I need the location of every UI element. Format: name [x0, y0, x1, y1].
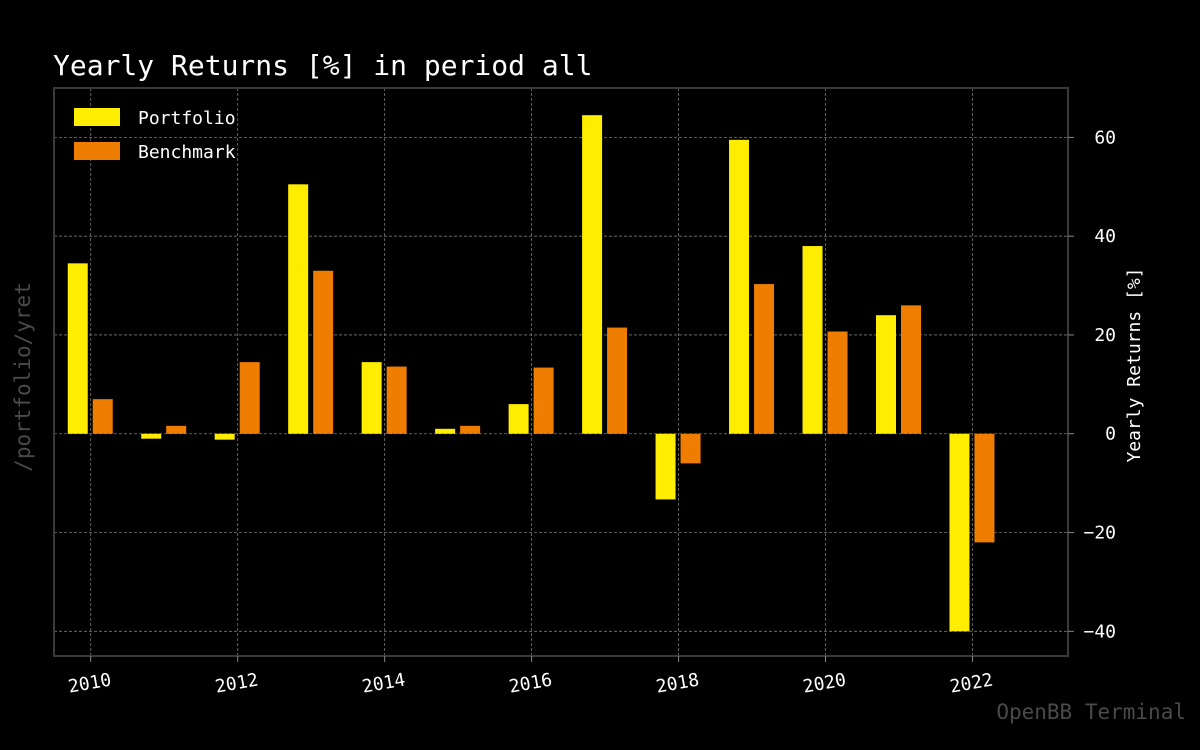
bar-benchmark-2010 — [92, 399, 113, 434]
bar-benchmark-2021 — [901, 305, 921, 434]
legend-swatch-benchmark — [74, 142, 120, 160]
bar-benchmark-2020 — [827, 331, 848, 434]
axes: 2010 2012 2014 2016 2018 2020 2022 −40 −20 0 20 40 6… — [53, 87, 1116, 698]
bar-benchmark-2011 — [166, 425, 187, 434]
x-tick-label: 2016 — [507, 669, 553, 697]
bar-portfolio-2016 — [508, 404, 529, 434]
bar-portfolio-2020 — [802, 246, 823, 434]
bar-portfolio-2011 — [141, 433, 162, 439]
bar-benchmark-2013 — [313, 270, 334, 434]
bar-portfolio-2014 — [361, 362, 382, 434]
bar-portfolio-2015 — [435, 428, 456, 434]
bar-benchmark-2012 — [239, 362, 260, 434]
side-label: /portfolio/yret — [11, 282, 35, 472]
watermark: OpenBB Terminal — [996, 700, 1186, 724]
bar-portfolio-2019 — [729, 139, 750, 434]
bar-portfolio-2022 — [949, 433, 970, 632]
y-tick-label: 0 — [1105, 424, 1116, 445]
y-axis-label: Yearly Returns [%] — [1124, 267, 1145, 462]
bar-portfolio-2012 — [214, 433, 235, 440]
y-tick-label: 20 — [1094, 325, 1116, 346]
y-tick-label: −40 — [1083, 621, 1116, 642]
bar-benchmark-2017 — [607, 327, 628, 434]
bar-benchmark-2022 — [974, 433, 995, 543]
bars — [67, 115, 995, 632]
y-tick-label: 60 — [1094, 127, 1116, 148]
x-tick-label: 2018 — [654, 669, 700, 697]
bar-portfolio-2010 — [67, 263, 88, 434]
bar-benchmark-2019 — [754, 284, 775, 434]
bar-benchmark-2015 — [460, 425, 481, 434]
legend-swatch-portfolio — [74, 108, 120, 126]
bar-portfolio-2013 — [288, 184, 309, 434]
chart-title: Yearly Returns [%] in period all — [53, 49, 592, 82]
x-tick-label: 2022 — [948, 669, 994, 697]
legend-label-benchmark: Benchmark — [138, 142, 236, 163]
bar-portfolio-2017 — [582, 115, 603, 434]
bar-portfolio-2021 — [876, 315, 896, 434]
bar-benchmark-2016 — [533, 367, 554, 434]
bar-portfolio-2018 — [655, 433, 676, 500]
bar-benchmark-2014 — [386, 366, 407, 434]
plot-frame — [53, 87, 1069, 657]
y-tick-label: −20 — [1083, 523, 1116, 544]
x-tick-label: 2014 — [361, 669, 407, 697]
grid-lines — [54, 88, 1068, 656]
x-tick-label: 2020 — [801, 669, 847, 697]
y-tick-label: 40 — [1094, 226, 1116, 247]
bar-benchmark-2018 — [680, 433, 701, 464]
x-tick-label: 2012 — [214, 669, 260, 697]
legend-label-portfolio: Portfolio — [138, 108, 236, 129]
legend: Portfolio Benchmark — [74, 108, 236, 163]
x-tick-label: 2010 — [67, 669, 113, 697]
